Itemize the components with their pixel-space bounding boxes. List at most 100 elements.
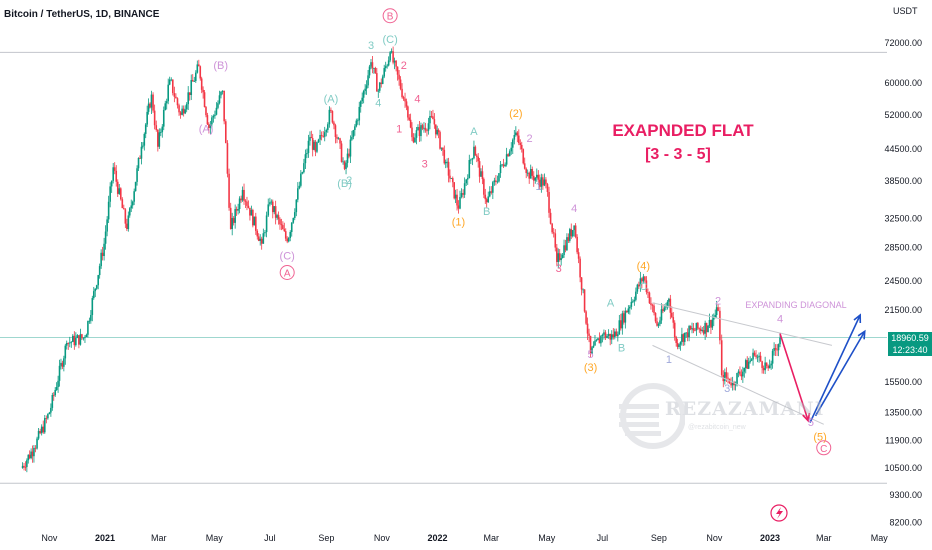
watermark-handle: @rezabitcoin_new	[688, 424, 746, 431]
candle-body	[614, 331, 616, 338]
wave-label: (2)	[509, 108, 522, 120]
candle-body	[64, 345, 67, 359]
candle-body	[331, 111, 334, 123]
candle-body	[557, 253, 560, 262]
candle-body	[659, 320, 661, 325]
candle-body	[339, 138, 341, 144]
candle-body	[190, 80, 193, 95]
candle-body	[424, 127, 427, 131]
candle-body	[594, 340, 596, 346]
candle-body	[37, 430, 40, 439]
candle-body	[412, 137, 415, 143]
candle-body	[104, 231, 107, 244]
candle-body	[660, 309, 663, 321]
wave-label: 3	[556, 263, 562, 275]
candle-body	[540, 177, 543, 187]
candle-body	[26, 460, 28, 467]
candle-body	[223, 90, 225, 122]
candle-body	[417, 127, 419, 131]
candle-body	[513, 134, 516, 140]
candle-body	[434, 124, 437, 135]
candle-body	[478, 161, 481, 177]
candle-body	[82, 337, 85, 339]
candle-body	[343, 161, 346, 169]
candle-body	[371, 62, 374, 69]
y-axis[interactable]: 72000.00 60000.00 52000.00 44500.00 38500.00…	[884, 38, 922, 528]
candle-body	[549, 212, 552, 224]
candle-body	[209, 124, 212, 128]
candle-body	[293, 212, 296, 218]
candle-body	[221, 90, 224, 92]
candle-body	[390, 51, 393, 53]
candle-body	[76, 335, 79, 338]
candle-body	[623, 313, 625, 323]
candle-body	[399, 79, 402, 89]
candle-body	[588, 333, 590, 336]
candle-body	[642, 276, 645, 282]
candle-body	[682, 334, 685, 342]
projection-blue-arrow-head	[857, 329, 866, 340]
y-tick-label: 60000.00	[884, 78, 922, 88]
candle-body	[529, 168, 532, 179]
candle-body	[116, 181, 119, 194]
candle-body	[264, 232, 266, 234]
candle-body	[306, 152, 308, 155]
candle-body	[107, 201, 110, 220]
candle-body	[84, 337, 86, 338]
candle-body	[149, 103, 151, 108]
candle-body	[362, 90, 365, 98]
candle-body	[583, 289, 586, 312]
y-tick-label: 28500.00	[884, 243, 922, 253]
candle-body	[203, 92, 206, 108]
wave-label: (A)	[199, 124, 214, 136]
candle-body	[165, 101, 168, 104]
candle-body	[346, 153, 349, 163]
candle-body	[779, 337, 781, 345]
candle-body	[704, 322, 706, 334]
candle-body	[325, 129, 328, 133]
candle-body	[683, 332, 686, 342]
candle-body	[604, 332, 607, 339]
candle-body	[23, 465, 25, 467]
candle-body	[265, 215, 268, 233]
x-axis[interactable]: Nov 2021 Mar May Jul Sep Nov 2022 Mar May Jul Sep No…	[41, 533, 888, 543]
candle-body	[274, 206, 277, 218]
candle-body	[528, 172, 531, 179]
candle-body	[238, 198, 241, 210]
wave-label: 4	[414, 93, 420, 105]
candle-body	[756, 356, 759, 358]
candle-body	[437, 129, 440, 133]
candle-body	[173, 93, 176, 97]
candle-body	[691, 328, 693, 330]
candle-body	[765, 362, 768, 366]
candle-body	[179, 112, 182, 115]
candle-body	[152, 94, 154, 111]
flash-icon[interactable]	[770, 504, 788, 522]
wave-label: (B)	[213, 60, 228, 72]
candle-body	[761, 361, 763, 368]
candle-body	[430, 116, 433, 117]
candle-body	[42, 426, 45, 433]
candle-body	[61, 362, 64, 367]
candle-body	[194, 72, 197, 81]
candle-body	[340, 143, 343, 162]
candle-body	[630, 301, 633, 307]
candle-body	[639, 278, 642, 287]
candle-body	[564, 245, 567, 251]
candle-body	[648, 292, 651, 304]
candle-body	[212, 116, 215, 118]
candle-body	[543, 179, 546, 186]
candle-body	[247, 205, 250, 208]
candle-body	[401, 88, 403, 98]
candle-body	[211, 117, 213, 125]
candle-body	[569, 229, 571, 241]
candle-body	[539, 179, 541, 187]
candle-body	[673, 322, 676, 338]
wave-label: 1	[396, 124, 402, 136]
candle-body	[768, 365, 771, 369]
candle-body	[246, 201, 248, 206]
candle-body	[615, 331, 618, 337]
candle-body	[502, 164, 505, 167]
wave-label: (A)	[324, 93, 339, 105]
